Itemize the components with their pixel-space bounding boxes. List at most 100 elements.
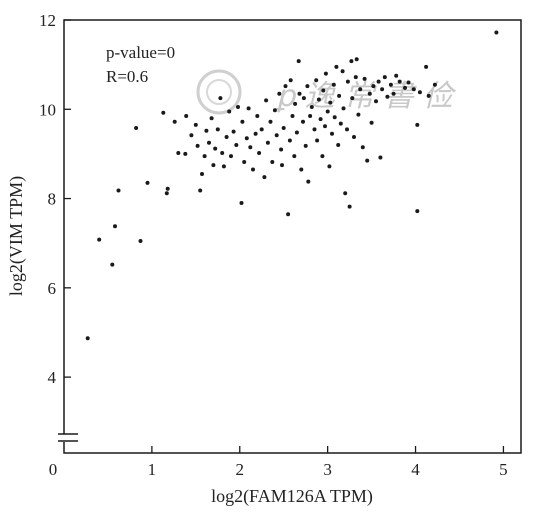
data-point	[365, 158, 370, 163]
data-point	[337, 93, 342, 98]
data-point	[274, 133, 279, 138]
data-point	[161, 110, 166, 115]
x-axis-title: log2(FAM126A TPM)	[211, 486, 373, 507]
data-point	[347, 204, 352, 209]
data-point	[417, 90, 422, 95]
data-point	[221, 164, 226, 169]
data-point	[330, 131, 334, 136]
data-point	[262, 175, 267, 180]
data-point	[236, 105, 240, 109]
data-point	[176, 151, 181, 155]
data-point	[354, 57, 359, 62]
data-point	[234, 143, 239, 147]
data-point	[172, 119, 177, 124]
data-point	[345, 79, 350, 84]
x-tick-label: 0	[49, 460, 58, 479]
data-point	[97, 237, 102, 242]
data-point	[316, 97, 321, 102]
y-tick-label: 10	[39, 100, 56, 119]
data-point	[259, 127, 264, 132]
data-point	[382, 75, 387, 80]
data-point	[145, 180, 150, 185]
y-axis-break	[58, 433, 78, 442]
data-point	[371, 84, 376, 89]
data-point	[353, 75, 358, 80]
data-point	[116, 188, 121, 193]
data-point	[306, 179, 311, 184]
data-point	[242, 160, 247, 164]
data-point	[415, 122, 420, 127]
data-point	[255, 114, 260, 118]
data-point	[369, 120, 374, 125]
data-point	[85, 336, 90, 341]
data-point	[352, 135, 356, 139]
data-point	[314, 78, 319, 83]
data-point	[294, 130, 299, 135]
y-tick-label: 4	[48, 368, 57, 387]
data-point	[362, 76, 367, 81]
data-point	[321, 88, 326, 93]
data-point	[343, 191, 348, 196]
data-point	[297, 91, 302, 96]
data-point	[215, 127, 220, 132]
data-point	[328, 100, 333, 105]
x-axis-ticks: 0 1 2 3 4 5	[49, 446, 508, 479]
x-tick-label: 5	[499, 460, 508, 479]
data-point	[318, 117, 323, 122]
data-point	[415, 209, 420, 214]
axis-break-gap	[58, 434, 70, 442]
data-point	[110, 262, 115, 267]
data-point	[345, 127, 349, 132]
data-point	[204, 128, 209, 133]
data-point	[303, 143, 308, 148]
data-point	[391, 91, 396, 96]
data-point	[312, 127, 317, 132]
data-point	[229, 154, 233, 159]
data-point	[341, 106, 346, 111]
y-tick-label: 12	[39, 11, 56, 30]
data-point	[299, 167, 304, 172]
data-point	[385, 94, 390, 99]
data-points	[85, 30, 499, 341]
data-point	[283, 84, 288, 89]
data-point	[211, 163, 216, 168]
data-point	[406, 80, 411, 85]
data-point	[251, 167, 255, 172]
data-point	[193, 122, 198, 127]
y-tick-label: 8	[48, 190, 57, 209]
data-point	[338, 121, 343, 126]
data-point	[424, 64, 429, 69]
data-point	[138, 239, 143, 243]
x-tick-label: 3	[323, 460, 332, 479]
data-point	[327, 164, 332, 169]
data-point	[332, 115, 337, 120]
x-tick-label: 2	[236, 460, 245, 479]
plot-frame	[63, 19, 522, 454]
data-point	[183, 151, 188, 156]
data-point	[200, 172, 204, 176]
data-point	[224, 135, 229, 139]
data-point	[308, 114, 313, 118]
y-tick-label: 6	[48, 279, 57, 298]
data-point	[209, 116, 214, 121]
data-point	[323, 71, 328, 76]
data-point	[394, 73, 399, 78]
data-point	[207, 140, 211, 145]
y-axis-title: log2(VIM TPM)	[6, 176, 27, 296]
data-point	[227, 109, 232, 114]
data-point	[315, 138, 320, 143]
data-point	[358, 87, 363, 92]
data-point	[164, 191, 169, 196]
pvalue-annotation: p-value=0	[106, 43, 175, 62]
data-point	[272, 108, 277, 113]
x-tick-label: 1	[148, 460, 157, 479]
data-point	[349, 59, 354, 64]
data-point	[325, 109, 330, 114]
data-point	[277, 91, 282, 96]
data-point	[288, 78, 293, 83]
watermark-seal	[196, 69, 242, 115]
data-point	[323, 124, 327, 129]
data-point	[218, 96, 223, 101]
data-point	[296, 59, 301, 64]
